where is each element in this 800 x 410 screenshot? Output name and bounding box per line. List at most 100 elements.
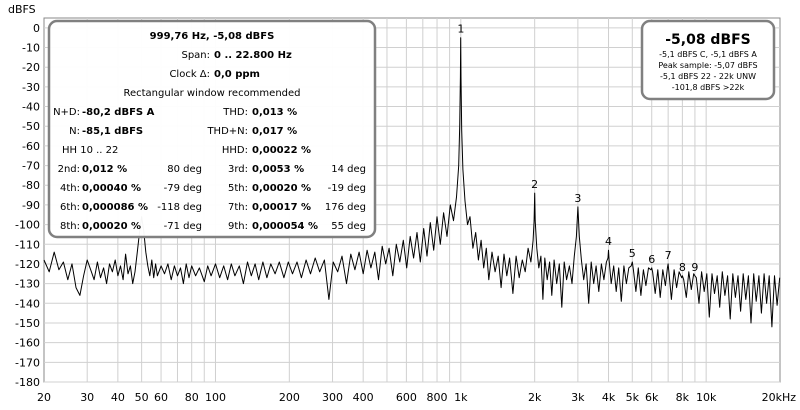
x-tick-label: 20kHz [762,391,797,404]
harmonic-level-value: 0,00020 % [252,183,311,194]
n-value: -85,1 dBFS [82,126,143,137]
harmonic-level-value: 0,00020 % [82,221,141,232]
hhd-value: 0,00022 % [252,145,311,156]
y-tick-label: -10 [22,42,40,55]
level-line-2: Peak sample: -5,07 dBFS [658,61,757,70]
x-tick-label: 1k [454,391,468,404]
harmonic-marker: 9 [691,261,698,274]
harmonic-order-label: 4th: [60,183,80,194]
x-tick-label: 30 [80,391,94,404]
y-tick-label: -180 [15,376,40,389]
harmonic-marker: 8 [679,261,686,274]
harmonic-phase-value: -71 deg [164,221,202,232]
harmonic-marker: 1 [457,23,464,36]
x-tick-label: 600 [396,391,417,404]
x-tick-label: 4k [602,391,616,404]
harmonic-level-value: 0,00017 % [252,202,311,213]
harmonic-order-label: 6th: [60,202,80,213]
harmonic-marker: 5 [629,247,636,260]
harmonic-marker: 7 [665,249,672,262]
thdn-label: THD+N: [206,126,248,137]
harmonic-markers: 1 2 3 4 5 6 78 9 [457,23,698,274]
level-readout-box: -5,08 dBFS -5,1 dBFS C, -5,1 dBFS A Peak… [640,19,776,101]
harmonic-order-label: 8th: [60,221,80,232]
y-tick-label: -130 [15,278,40,291]
harmonic-phase-value: 55 deg [331,221,366,232]
x-tick-label: 800 [427,391,448,404]
harmonic-level-value: 0,000054 % [252,221,318,232]
harmonic-order-label: 5th: [228,183,248,194]
x-tick-label: 8k [676,391,690,404]
level-line-1: -5,1 dBFS C, -5,1 dBFS A [659,50,757,59]
span-value: 0 .. 22.800 Hz [214,50,292,61]
harmonic-phase-value: -118 deg [157,202,202,213]
harmonic-order-label: 3rd: [228,164,248,175]
clock-value: 0,0 ppm [214,69,260,80]
y-tick-label: -70 [22,160,40,173]
y-tick-label: -30 [22,81,40,94]
harmonic-marker: 4 [605,235,612,248]
x-axis-ticks: 20 30 40 50 60 80 100 200 300 400 600 800 1k 2k 3k 4k 5k… [37,391,796,404]
x-tick-label: 3k [571,391,585,404]
thd-label: THD: [222,107,248,118]
spectrum-series [43,37,781,328]
level-line-4: -101,8 dBFS >22k [672,83,745,92]
harmonic-level-value: 0,012 % [82,164,127,175]
y-tick-label: -110 [15,238,40,251]
x-tick-label: 50 [135,391,149,404]
harmonic-order-label: 9th: [228,221,248,232]
harmonic-order-label: 2nd: [58,164,80,175]
x-tick-label: 100 [205,391,226,404]
thd-value: 0,013 % [252,107,297,118]
y-unit-label: dBFS [8,3,36,16]
level-line-3: -5,1 dBFS 22 - 22k UNW [660,72,756,81]
harmonic-phase-value: -19 deg [328,183,366,194]
span-label: Span: [181,50,210,61]
clock-label: Clock Δ: [169,69,210,80]
harmonic-level-value: 0,0053 % [252,164,304,175]
y-tick-label: -60 [22,140,40,153]
hhd-label: HHD: [222,145,248,156]
x-tick-label: 20 [37,391,51,404]
y-tick-label: -100 [15,219,40,232]
harmonic-level-value: 0,00040 % [82,183,141,194]
window-note: Rectangular window recommended [123,88,300,99]
y-tick-label: -80 [22,179,40,192]
x-tick-label: 2k [528,391,542,404]
x-tick-label: 6k [645,391,659,404]
y-tick-label: -90 [22,199,40,212]
spectrum-line [43,37,781,328]
fundamental-reading: 999,76 Hz, -5,08 dBFS [150,31,275,42]
nd-value: -80,2 dBFS A [82,107,155,118]
harmonic-phase-value: 176 deg [325,202,366,213]
y-tick-label: -120 [15,258,40,271]
x-tick-label: 200 [279,391,300,404]
nd-label: N+D: [53,107,80,118]
harmonic-marker: 2 [531,178,538,191]
n-label: N: [69,126,80,137]
y-tick-label: -50 [22,120,40,133]
x-tick-label: 400 [353,391,374,404]
y-axis-ticks: 0 -10 -20 -30 -40 -50 -60 -70 -80 -90 -100 -110 -120… [15,22,40,389]
thdn-value: 0,017 % [252,126,297,137]
harmonic-phase-value: 14 deg [331,164,366,175]
x-tick-label: 10k [696,391,717,404]
y-tick-label: -40 [22,101,40,114]
level-main-value: -5,08 dBFS [665,32,751,48]
harmonic-level-value: 0,000086 % [82,202,148,213]
harmonic-phase-value: 80 deg [167,164,202,175]
x-tick-label: 5k [626,391,640,404]
harmonic-order-label: 7th: [228,202,248,213]
x-tick-label: 60 [154,391,168,404]
x-tick-label: 80 [185,391,199,404]
y-tick-label: -150 [15,317,40,330]
measurement-info-box: 999,76 Hz, -5,08 dBFS Span: 0 .. 22.800 … [47,19,377,239]
y-tick-label: -160 [15,337,40,350]
x-tick-label: 40 [111,391,125,404]
harmonic-marker: 3 [574,192,581,205]
y-tick-label: -140 [15,297,40,310]
harmonic-phase-value: -79 deg [164,183,202,194]
